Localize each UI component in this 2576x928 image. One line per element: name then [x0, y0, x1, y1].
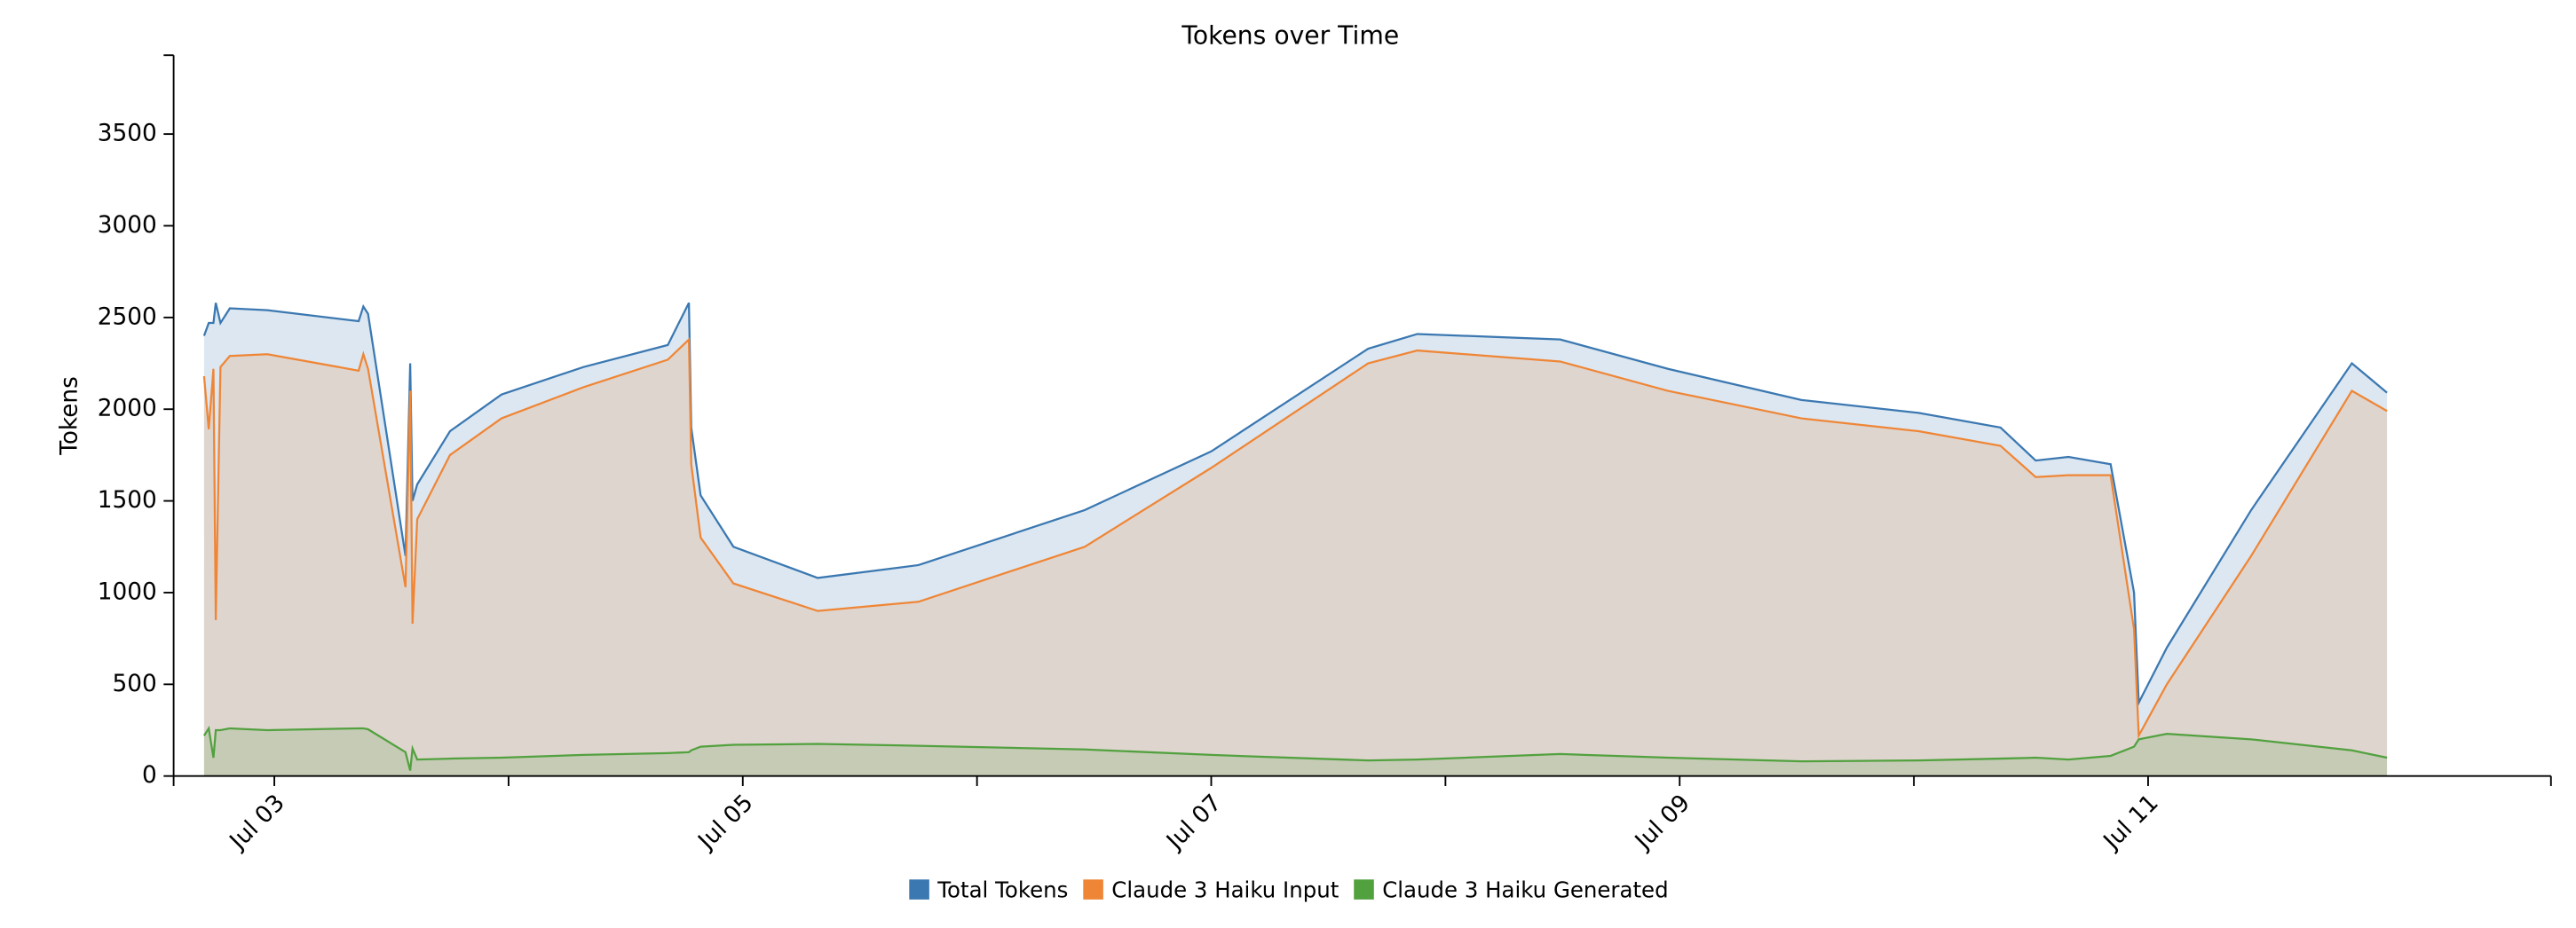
- area-fill: [203, 303, 2388, 776]
- x-tick-label: Jul 07: [1161, 790, 1228, 856]
- series-line: [202, 302, 2388, 707]
- y-tick-label: 1500: [98, 487, 157, 514]
- y-tick-label: 3500: [98, 121, 157, 147]
- x-tick-label: Jul 05: [692, 790, 759, 856]
- series-line: [202, 725, 2388, 771]
- legend: Total Tokens Claude 3 Haiku Input Claude 3…: [909, 877, 1669, 902]
- legend-swatch: [1083, 879, 1103, 900]
- chart-title: Tokens over Time: [1181, 21, 1399, 51]
- x-tick-label: Jul 09: [1629, 790, 1695, 856]
- y-tick-label: 1000: [98, 578, 157, 605]
- series-line: [202, 337, 2388, 740]
- x-tick-label: Jul 11: [2098, 790, 2164, 856]
- y-tick-label: 500: [113, 671, 157, 697]
- legend-swatch: [1354, 879, 1374, 900]
- legend-label: Total Tokens: [936, 877, 1068, 902]
- area-fill: [203, 727, 2388, 776]
- legend-swatch: [909, 879, 929, 900]
- y-tick-label: 2500: [98, 303, 157, 330]
- legend-label: Claude 3 Haiku Input: [1111, 877, 1339, 902]
- y-tick-label: 3000: [98, 212, 157, 239]
- y-tick-label: 0: [142, 762, 157, 789]
- x-tick-label: Jul 03: [224, 790, 290, 856]
- area-fill: [203, 339, 2388, 776]
- y-tick-label: 2000: [98, 396, 157, 422]
- y-axis-label: Tokens: [56, 376, 83, 456]
- legend-label: Claude 3 Haiku Generated: [1382, 877, 1668, 902]
